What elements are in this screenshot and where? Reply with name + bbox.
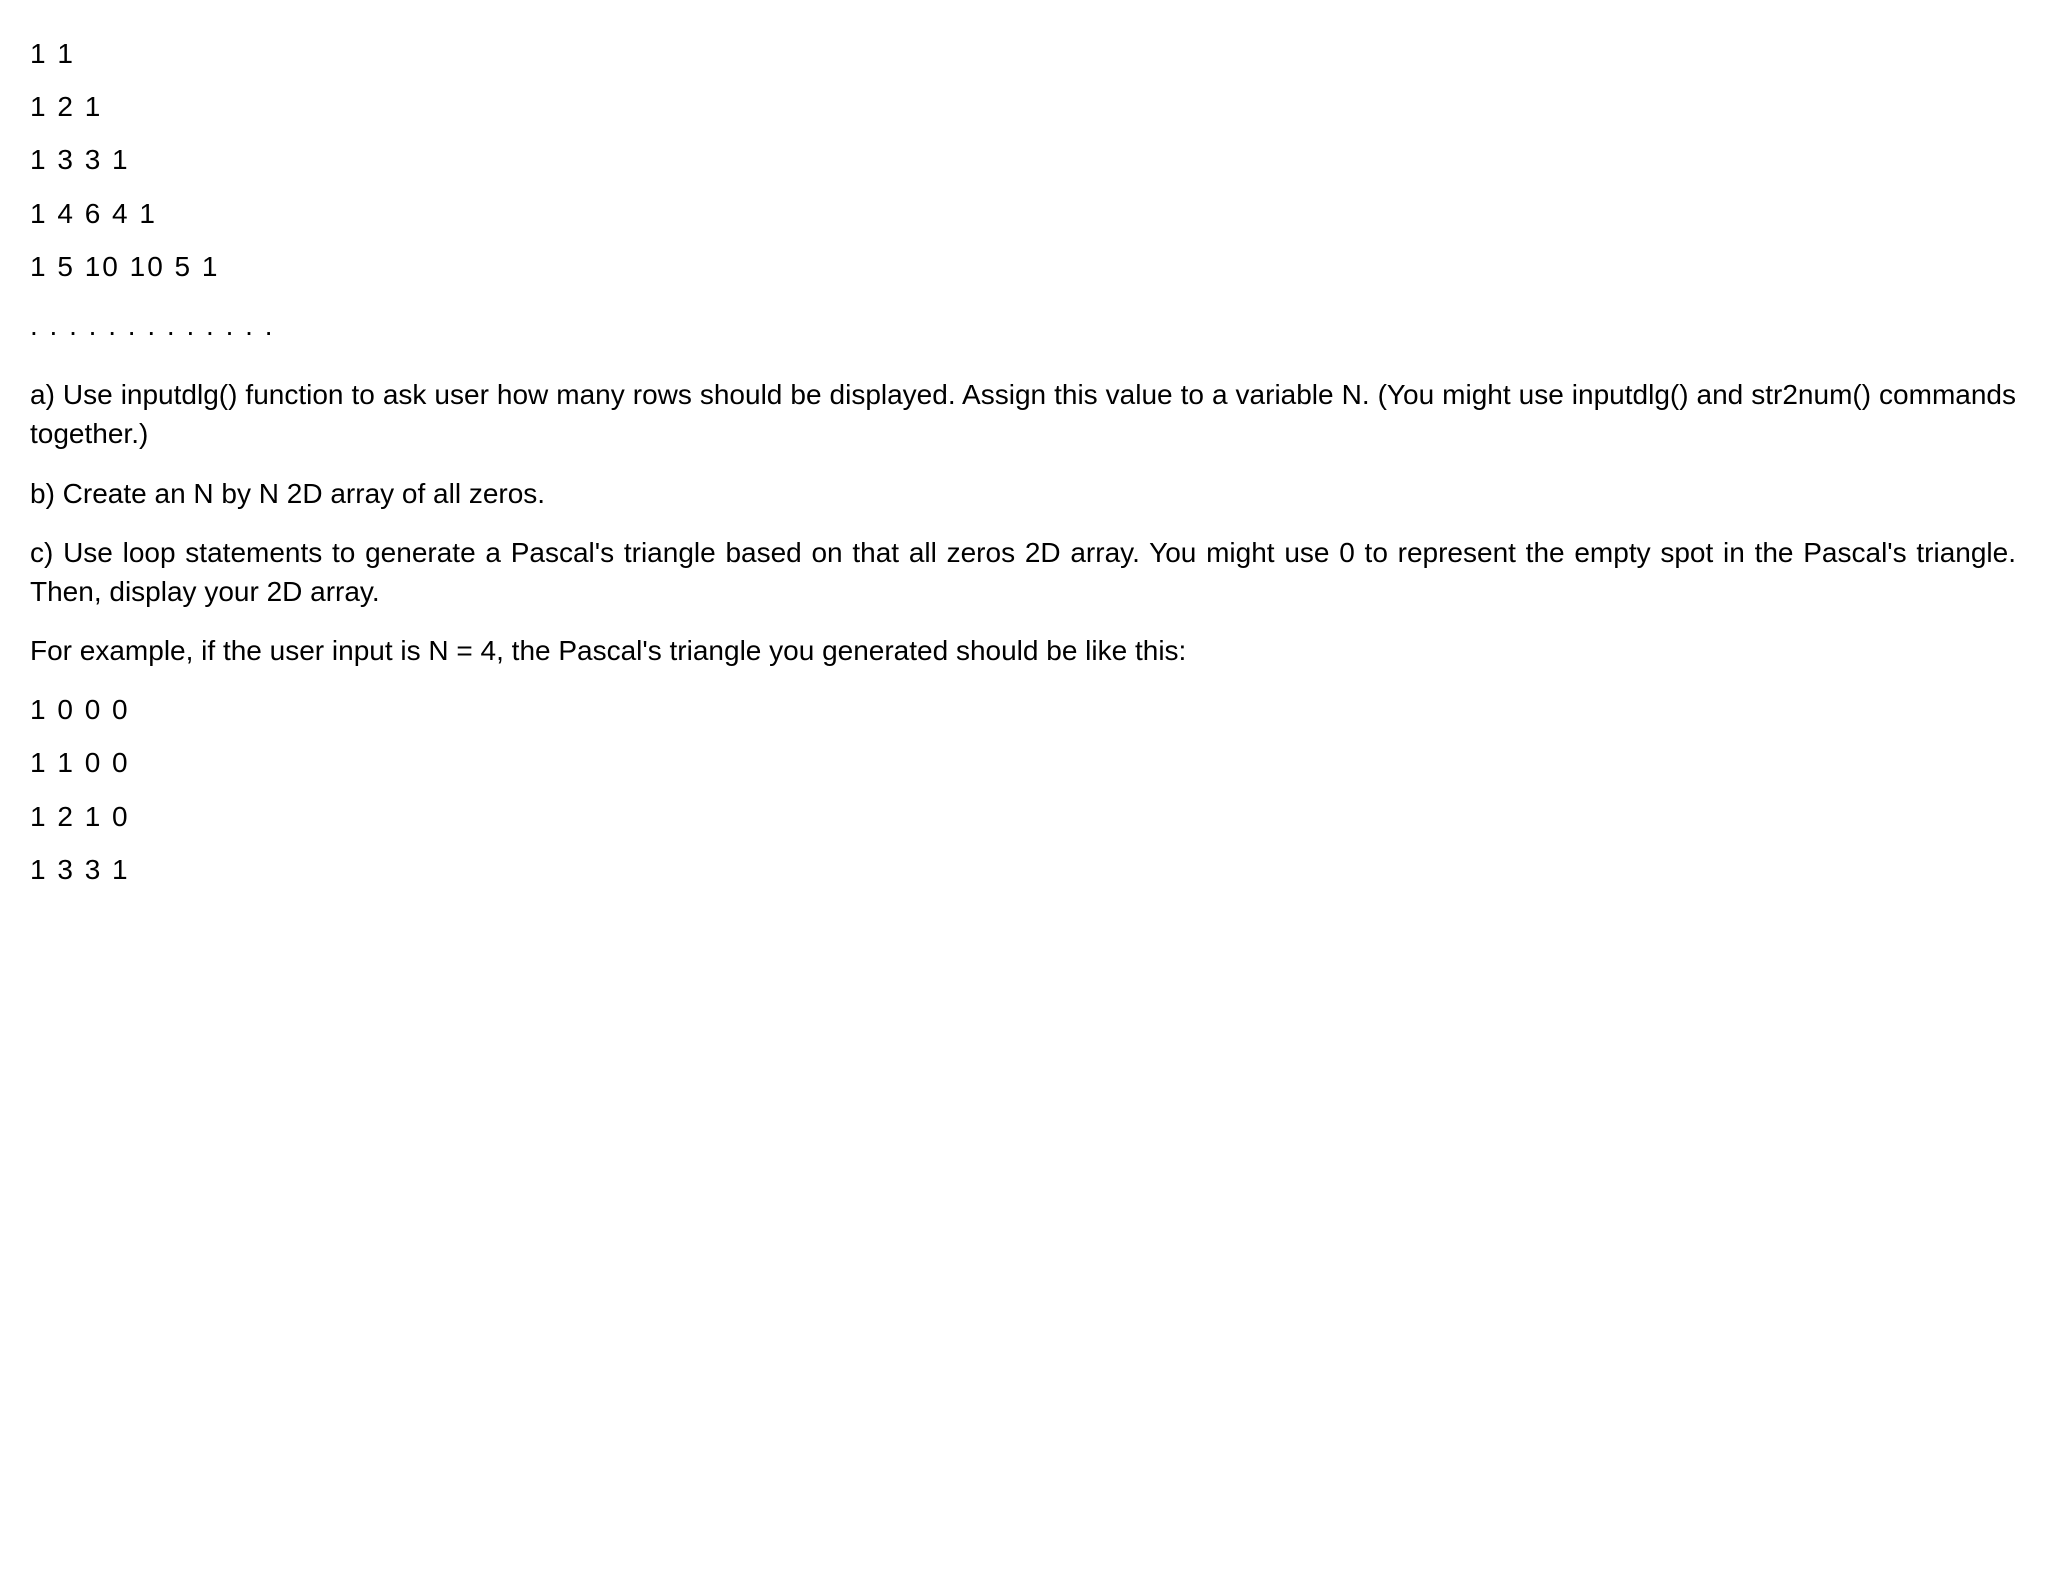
pascal-triangle-sample: 1 1 1 2 1 1 3 3 1 1 4 6 4 1 1 5 10 10 5 … bbox=[30, 34, 2016, 286]
example-row: 1 1 0 0 bbox=[30, 743, 2016, 782]
example-row: 1 0 0 0 bbox=[30, 690, 2016, 729]
example-row: 1 2 1 0 bbox=[30, 797, 2016, 836]
example-row: 1 3 3 1 bbox=[30, 850, 2016, 889]
instruction-b: b) Create an N by N 2D array of all zero… bbox=[30, 474, 2016, 513]
instruction-a: a) Use inputdlg() function to ask user h… bbox=[30, 375, 2016, 453]
example-intro: For example, if the user input is N = 4,… bbox=[30, 631, 2016, 670]
triangle-row: 1 1 bbox=[30, 34, 2016, 73]
triangle-row: 1 4 6 4 1 bbox=[30, 194, 2016, 233]
triangle-row: 1 5 10 10 5 1 bbox=[30, 247, 2016, 286]
ellipsis: . . . . . . . . . . . . . bbox=[30, 306, 2016, 345]
example-output: 1 0 0 0 1 1 0 0 1 2 1 0 1 3 3 1 bbox=[30, 690, 2016, 889]
triangle-row: 1 3 3 1 bbox=[30, 140, 2016, 179]
triangle-row: 1 2 1 bbox=[30, 87, 2016, 126]
instruction-c: c) Use loop statements to generate a Pas… bbox=[30, 533, 2016, 611]
